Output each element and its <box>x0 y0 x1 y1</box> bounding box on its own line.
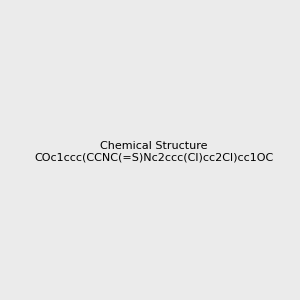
Text: Chemical Structure
COc1ccc(CCNC(=S)Nc2ccc(Cl)cc2Cl)cc1OC: Chemical Structure COc1ccc(CCNC(=S)Nc2cc… <box>34 141 273 162</box>
